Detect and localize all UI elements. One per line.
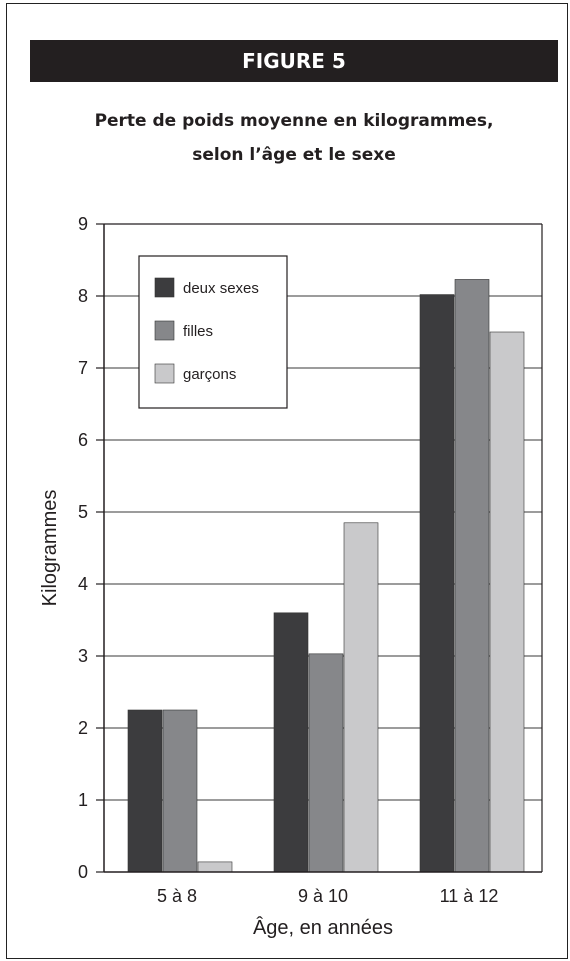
chart-title-line-2: selon l’âge et le sexe <box>192 145 396 165</box>
bar-filles-3 <box>454 279 490 873</box>
x-tick-label: 9 à 10 <box>298 886 348 906</box>
legend-swatch-garçons <box>154 363 175 384</box>
bar-filles-1 <box>162 709 198 873</box>
y-tick-label: 0 <box>78 862 88 882</box>
y-tick-label: 2 <box>78 718 88 738</box>
y-tick-label: 4 <box>78 574 88 594</box>
bar-garçons-2 <box>343 522 379 873</box>
y-tick-label: 8 <box>78 286 88 306</box>
x-tick-label: 5 à 8 <box>157 886 197 906</box>
figure-label: FIGURE 5 <box>30 40 558 82</box>
chart-title: Perte de poids moyenne en kilogrammes, s… <box>30 104 558 172</box>
bar-deux-sexes-1 <box>127 709 163 873</box>
y-tick-label: 3 <box>78 646 88 666</box>
legend-label-filles: filles <box>183 323 213 340</box>
legend-swatch-filles <box>154 320 175 341</box>
x-tick-label: 11 à 12 <box>440 886 499 906</box>
x-axis-title: Âge, en années <box>253 916 393 939</box>
legend-swatch-deux-sexes <box>154 277 175 298</box>
y-tick-label: 7 <box>78 358 88 378</box>
y-axis-title: Kilogrammes <box>39 490 61 607</box>
y-tick-label: 5 <box>78 502 88 522</box>
bar-garçons-1 <box>197 861 233 873</box>
bar-filles-2 <box>308 653 344 873</box>
y-tick-label: 1 <box>78 790 88 810</box>
chart-title-line-1: Perte de poids moyenne en kilogrammes, <box>94 111 494 131</box>
y-tick-label: 9 <box>78 214 88 234</box>
legend-label-deux-sexes: deux sexes <box>183 280 259 297</box>
y-tick-label: 6 <box>78 430 88 450</box>
bar-deux-sexes-3 <box>419 294 455 873</box>
figure-frame <box>6 3 568 959</box>
bar-garçons-3 <box>489 331 525 873</box>
bar-deux-sexes-2 <box>273 612 309 873</box>
legend-label-garçons: garçons <box>183 366 236 383</box>
